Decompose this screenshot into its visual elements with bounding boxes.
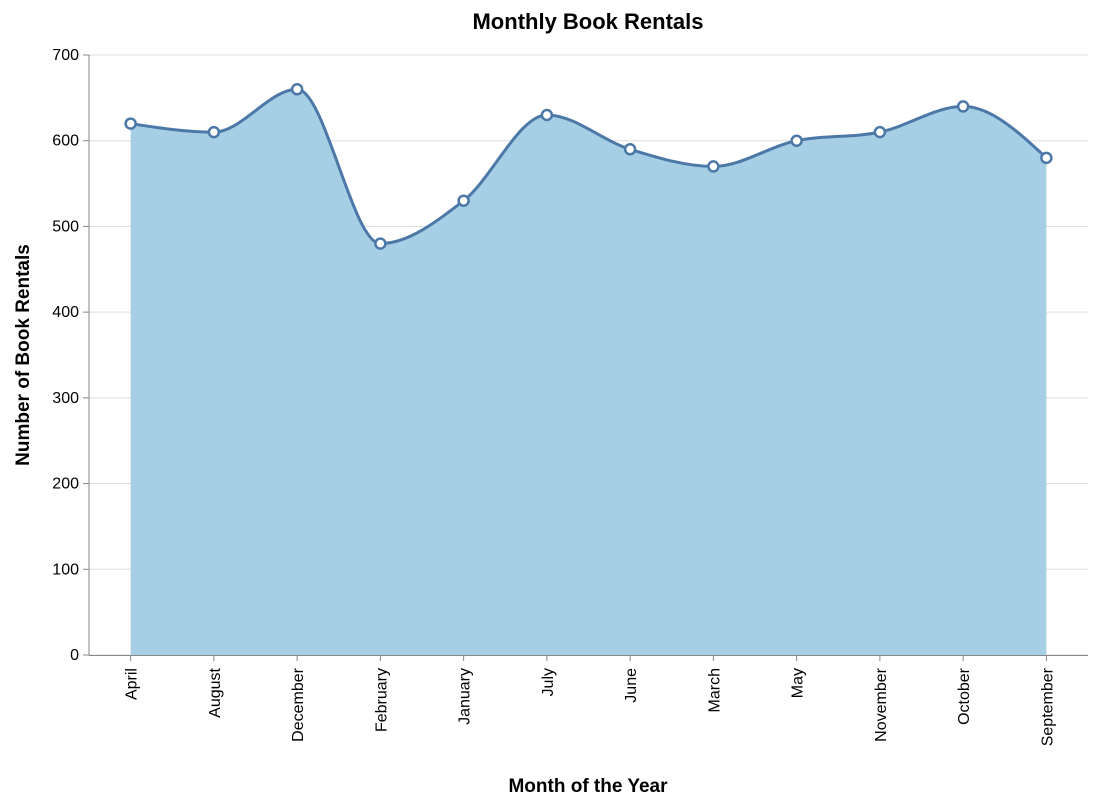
- chart-title: Monthly Book Rentals: [472, 9, 703, 34]
- axes: 0 100 200 300 400 500 600 700 April August Decembe…: [52, 47, 1088, 746]
- y-tick-label: 300: [52, 390, 79, 407]
- x-tick-label: May: [790, 668, 807, 698]
- y-tick-label: 200: [52, 476, 79, 493]
- x-axis-title: Month of the Year: [508, 776, 668, 797]
- data-point: [873, 125, 887, 139]
- x-tick-label: November: [873, 667, 890, 741]
- data-point: [623, 143, 637, 156]
- area-layer: [130, 87, 1048, 656]
- x-tick-label: January: [457, 668, 474, 725]
- data-point: [207, 125, 221, 139]
- y-tick-label: 100: [52, 561, 79, 578]
- x-tick-label: October: [956, 667, 973, 725]
- x-tick-label: February: [373, 668, 390, 732]
- x-tick-label: December: [290, 667, 307, 741]
- y-tick-label: 700: [52, 47, 79, 64]
- data-point: [956, 100, 970, 113]
- x-tick-label: June: [623, 668, 640, 703]
- data-point: [540, 108, 554, 122]
- y-tick-label: 0: [70, 647, 79, 664]
- x-tick-label: July: [540, 668, 557, 696]
- x-tick-label: March: [706, 668, 723, 712]
- data-point: [124, 117, 137, 130]
- y-tick-label: 500: [52, 218, 79, 235]
- y-tick-label: 600: [52, 133, 79, 150]
- data-point: [374, 237, 387, 250]
- data-point: [707, 160, 720, 173]
- data-points: [124, 83, 1053, 250]
- y-tick-label: 400: [52, 304, 79, 321]
- x-tick-label: April: [124, 668, 141, 700]
- data-point: [790, 134, 803, 147]
- x-tick-label: August: [207, 667, 224, 717]
- area-fill: [130, 89, 1047, 656]
- x-tick-label: September: [1039, 667, 1056, 746]
- data-point: [290, 83, 304, 96]
- data-point: [457, 194, 470, 207]
- data-point: [1040, 151, 1053, 165]
- y-axis-title: Number of Book Rentals: [13, 244, 34, 466]
